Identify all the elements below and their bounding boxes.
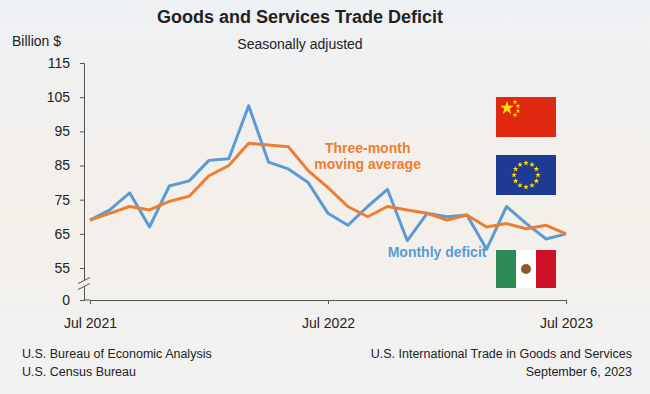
x-axis: Jul 2021 Jul 2022 Jul 2023 bbox=[64, 300, 593, 331]
x-axis-line bbox=[91, 301, 567, 305]
plot-area bbox=[90, 106, 566, 250]
y-tick-mark bbox=[80, 200, 84, 201]
y-tick: 0 bbox=[62, 292, 84, 308]
y-axis-title: Billion $ bbox=[12, 33, 61, 49]
y-tick-mark bbox=[80, 166, 84, 167]
flag-mexico bbox=[496, 250, 556, 288]
x-tick-mark bbox=[90, 300, 91, 304]
y-tick: 115 bbox=[48, 55, 84, 71]
y-tick-mark bbox=[80, 300, 84, 301]
x-tick-label: Jul 2021 bbox=[64, 315, 117, 331]
footer-left: U.S. Bureau of Economic Analysis bbox=[22, 347, 212, 361]
series-label: Monthly deficit bbox=[388, 244, 487, 260]
x-tick-mark bbox=[566, 300, 567, 304]
y-tick-label: 65 bbox=[54, 226, 70, 242]
y-tick-label: 85 bbox=[54, 157, 70, 173]
x-axis-line-start bbox=[84, 300, 90, 301]
y-tick-mark bbox=[80, 268, 84, 269]
y-tick-label: 75 bbox=[54, 192, 70, 208]
series-label-line: Three-month bbox=[325, 140, 411, 156]
series-label: Three-monthmoving average bbox=[314, 140, 421, 172]
axis-break bbox=[78, 278, 90, 290]
series-line bbox=[90, 143, 566, 234]
chart: Goods and Services Trade Deficit Seasonal… bbox=[0, 0, 650, 394]
y-axis-line bbox=[80, 64, 85, 301]
y-tick-mark bbox=[80, 234, 84, 235]
x-tick-mark bbox=[328, 300, 329, 304]
y-tick-label: 95 bbox=[54, 123, 70, 139]
y-tick-mark bbox=[80, 63, 84, 64]
x-tick: Jul 2023 bbox=[540, 300, 593, 331]
title: Goods and Services Trade Deficit bbox=[157, 7, 443, 27]
series-label-line: Monthly deficit bbox=[388, 244, 487, 260]
footer-left: U.S. Census Bureau bbox=[22, 365, 136, 379]
flag-eu bbox=[496, 155, 556, 195]
y-tick-mark bbox=[80, 131, 84, 132]
y-axis: 0 55 65 75 85 95 105 115 bbox=[47, 55, 85, 308]
x-tick: Jul 2021 bbox=[64, 300, 117, 331]
y-tick: 75 bbox=[54, 192, 84, 208]
y-tick-label: 55 bbox=[54, 260, 70, 276]
y-tick: 105 bbox=[47, 89, 84, 105]
series-label-line: moving average bbox=[314, 156, 421, 172]
y-tick-label: 115 bbox=[48, 55, 71, 71]
flag-china bbox=[496, 97, 556, 137]
x-tick-label: Jul 2023 bbox=[540, 315, 593, 331]
y-tick-mark bbox=[80, 97, 84, 98]
footer-right: U.S. International Trade in Goods and Se… bbox=[371, 347, 632, 361]
y-tick: 95 bbox=[54, 123, 84, 139]
x-tick-label: Jul 2022 bbox=[302, 315, 355, 331]
y-tick-label: 0 bbox=[62, 292, 70, 308]
footer-right: September 6, 2023 bbox=[526, 365, 632, 379]
y-tick: 85 bbox=[54, 157, 84, 173]
y-tick: 65 bbox=[54, 226, 84, 242]
subtitle: Seasonally adjusted bbox=[237, 36, 362, 52]
y-tick-label: 105 bbox=[47, 89, 71, 105]
x-tick: Jul 2022 bbox=[302, 300, 355, 331]
series-line bbox=[90, 106, 566, 250]
background bbox=[0, 0, 650, 394]
y-tick: 55 bbox=[54, 260, 84, 276]
